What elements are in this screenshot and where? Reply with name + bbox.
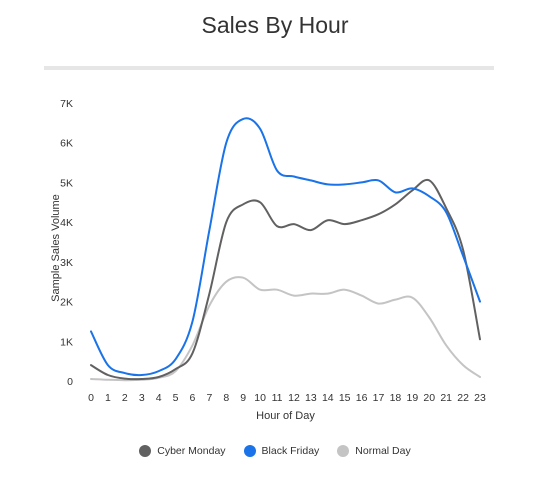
chart-title: Sales By Hour — [201, 12, 349, 38]
x-tick-label: 9 — [240, 392, 246, 404]
y-tick-label: 5K — [60, 177, 73, 189]
x-tick-label: 4 — [156, 392, 162, 404]
x-axis-ticks: 0 1 2 3 4 5 6 7 8 9 10 11 12 13 14 15 16 17 18 19 20 21 22 23 — [88, 392, 486, 404]
legend: Cyber Monday Black Friday Normal Day — [0, 445, 550, 457]
x-tick-label: 16 — [356, 392, 368, 404]
x-tick-label: 14 — [322, 392, 334, 404]
x-tick-label: 10 — [254, 392, 266, 404]
x-tick-label: 21 — [440, 392, 452, 404]
x-tick-label: 1 — [105, 392, 111, 404]
title-divider — [44, 66, 494, 70]
legend-label: Cyber Monday — [157, 445, 226, 457]
x-tick-label: 7 — [206, 392, 212, 404]
x-tick-label: 3 — [139, 392, 145, 404]
x-tick-label: 18 — [390, 392, 402, 404]
x-axis-label: Hour of Day — [256, 410, 315, 422]
x-tick-label: 0 — [88, 392, 94, 404]
y-tick-label: 3K — [60, 257, 73, 269]
x-tick-label: 17 — [373, 392, 385, 404]
y-tick-label: 0 — [67, 376, 73, 388]
legend-swatch-icon — [243, 445, 256, 457]
y-tick-label: 4K — [60, 217, 73, 229]
x-tick-label: 12 — [288, 392, 300, 404]
x-tick-label: 20 — [423, 392, 435, 404]
x-tick-label: 23 — [474, 392, 486, 404]
x-tick-label: 6 — [190, 392, 196, 404]
legend-swatch-icon — [139, 445, 152, 457]
y-tick-label: 7K — [60, 98, 73, 110]
x-tick-label: 8 — [223, 392, 229, 404]
x-tick-label: 13 — [305, 392, 317, 404]
legend-item-cyber-monday: Cyber Monday — [139, 445, 226, 457]
x-tick-label: 2 — [122, 392, 128, 404]
series-lines — [90, 117, 481, 382]
y-axis-label: Sample Sales Volume — [50, 194, 62, 302]
legend-item-normal-day: Normal Day — [337, 445, 411, 457]
series-line-normal-day — [90, 276, 481, 382]
x-tick-label: 15 — [339, 392, 351, 404]
legend-item-black-friday: Black Friday — [243, 445, 320, 457]
series-line-cyber-monday — [90, 178, 481, 381]
legend-swatch-icon — [337, 445, 350, 457]
x-tick-label: 22 — [457, 392, 469, 404]
series-line-black-friday — [90, 117, 481, 377]
x-tick-label: 11 — [272, 392, 283, 404]
x-tick-label: 5 — [173, 392, 179, 404]
y-tick-label: 2K — [60, 297, 73, 309]
y-tick-label: 6K — [60, 138, 73, 150]
legend-label: Normal Day — [355, 445, 411, 457]
legend-label: Black Friday — [261, 445, 320, 457]
y-axis-ticks: 0 1K 2K 3K 4K 5K 6K 7K — [60, 98, 73, 388]
x-tick-label: 19 — [407, 392, 419, 404]
y-tick-label: 1K — [60, 336, 73, 348]
